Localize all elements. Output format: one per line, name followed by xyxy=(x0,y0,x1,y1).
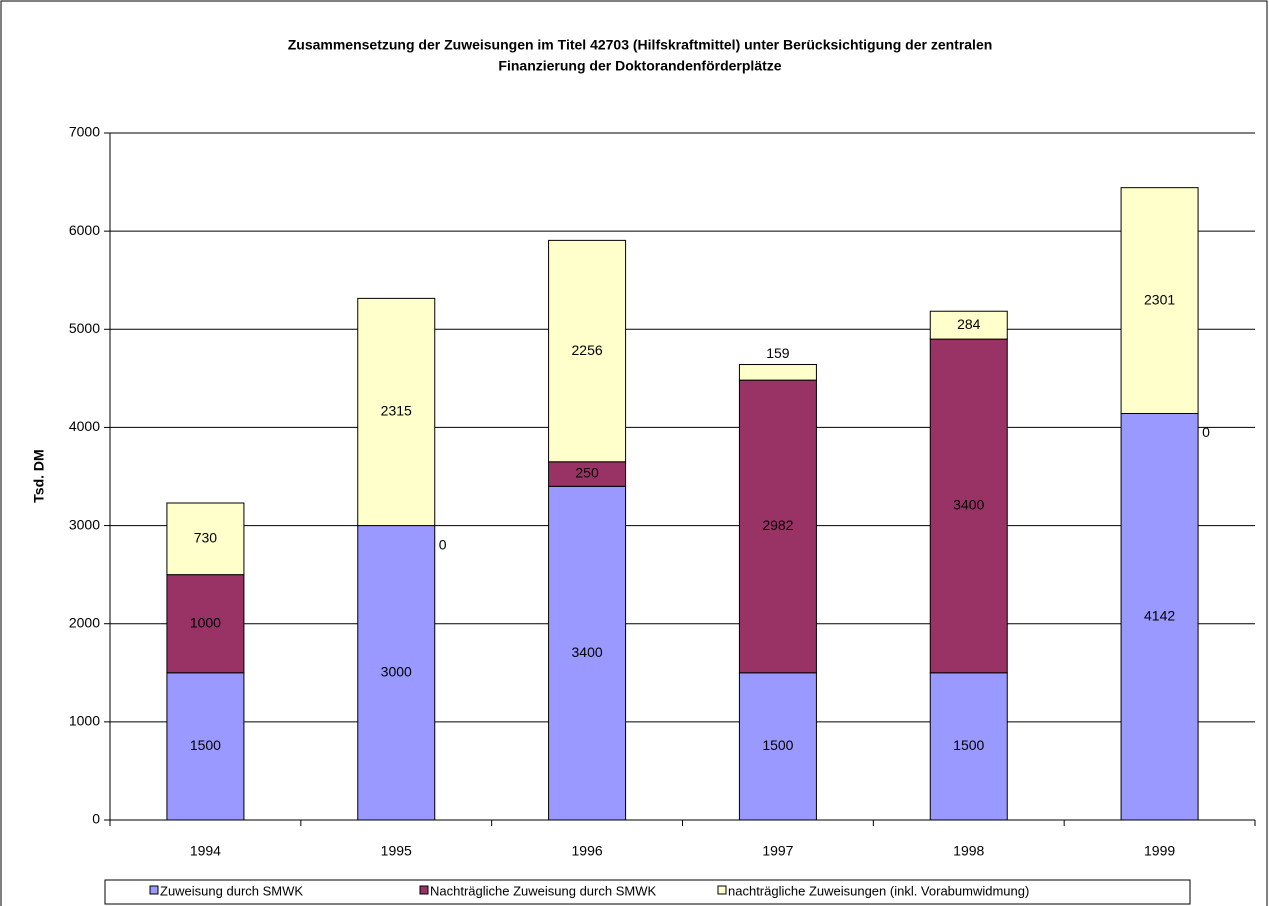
bar-segment xyxy=(357,525,436,821)
legend-text: Zuweisung durch SMWK xyxy=(160,883,303,898)
x-tick-label: 1998 xyxy=(953,843,984,859)
y-tick-label: 0 xyxy=(92,811,100,827)
data-label: 0 xyxy=(1202,424,1210,440)
data-label: 2301 xyxy=(1144,291,1175,307)
data-label: 3400 xyxy=(572,644,603,660)
y-tick-label: 6000 xyxy=(69,222,100,238)
data-label: 1500 xyxy=(953,737,984,753)
data-label: 1500 xyxy=(190,737,221,753)
data-label: 0 xyxy=(439,536,447,552)
legend-swatch xyxy=(717,885,727,895)
bar-segment xyxy=(548,239,627,463)
data-label: 730 xyxy=(194,530,218,546)
chart-title: Finanzierung der Doktorandenförderplätze xyxy=(498,58,781,74)
data-label: 250 xyxy=(575,465,599,481)
y-tick-label: 4000 xyxy=(69,418,100,434)
chart-title: Zusammensetzung der Zuweisungen im Titel… xyxy=(288,37,993,53)
data-label: 1000 xyxy=(190,614,221,630)
bar-segment xyxy=(738,379,817,674)
bar-segment xyxy=(929,672,1008,821)
bar-segment xyxy=(1120,187,1199,414)
x-tick-label: 1995 xyxy=(381,843,412,859)
legend-text: Nachträgliche Zuweisung durch SMWK xyxy=(430,883,656,898)
bar-segment xyxy=(738,364,817,381)
data-label: 284 xyxy=(957,316,981,332)
bar-segment xyxy=(166,672,245,821)
x-tick-label: 1999 xyxy=(1144,843,1175,859)
bar-segment xyxy=(738,672,817,821)
y-tick-label: 5000 xyxy=(69,320,100,336)
y-tick-label: 3000 xyxy=(69,516,100,532)
legend-text: nachträgliche Zuweisungen (inkl. Vorabum… xyxy=(728,883,1029,898)
legend-swatch xyxy=(419,885,429,895)
bar-segment xyxy=(929,338,1008,674)
data-label: 3000 xyxy=(381,663,412,679)
bar-segment xyxy=(1120,412,1199,821)
data-label: 1500 xyxy=(762,737,793,753)
bar-segment xyxy=(166,574,245,674)
x-tick-label: 1996 xyxy=(572,843,603,859)
bar-segment xyxy=(357,297,436,527)
bar-segment xyxy=(548,485,627,821)
data-label: 3400 xyxy=(953,497,984,513)
legend-swatch xyxy=(149,885,159,895)
y-axis-label: Tsd. DM xyxy=(31,449,47,502)
x-tick-label: 1994 xyxy=(190,843,221,859)
data-label: 2982 xyxy=(762,517,793,533)
bar-segment xyxy=(166,502,245,576)
y-tick-label: 2000 xyxy=(69,614,100,630)
x-tick-label: 1997 xyxy=(762,843,793,859)
legend-box xyxy=(104,879,1191,905)
data-label: 4142 xyxy=(1144,607,1175,623)
y-tick-label: 7000 xyxy=(69,124,100,140)
data-label: 2256 xyxy=(572,342,603,358)
bar-segment xyxy=(929,310,1008,340)
y-tick-label: 1000 xyxy=(69,713,100,729)
data-label: 2315 xyxy=(381,403,412,419)
data-label: 159 xyxy=(766,345,790,361)
